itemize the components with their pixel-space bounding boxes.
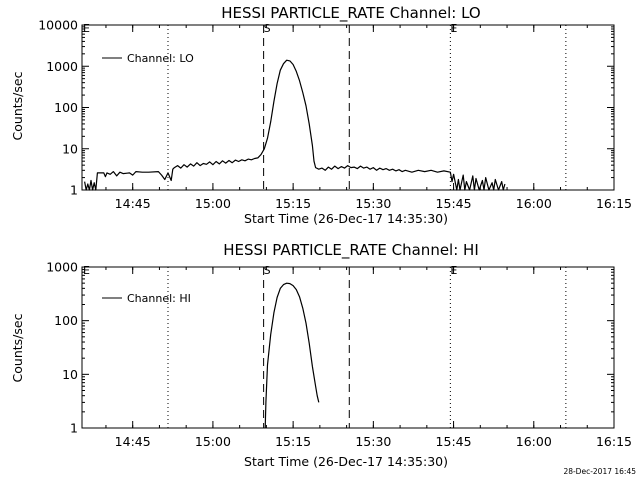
chart-title-lo: HESSI PARTICLE_RATE Channel: LO [221,4,480,23]
legend-label-hi: Channel: HI [127,292,191,305]
x-tick-label: 14:45 [115,434,151,449]
y-tick-label: 10000 [38,18,78,33]
x-tick-label: 14:45 [115,196,151,211]
y-tick-label: 1000 [46,59,78,74]
x-tick-label: 16:15 [596,196,632,211]
y-tick-label: 10 [62,141,78,156]
x-tick-label: 16:00 [516,196,552,211]
y-tick-label: 1 [70,421,78,436]
panel-hi: HESSI PARTICLE_RATE Channel: HI Counts/s… [10,241,632,469]
x-axis-label-lo: Start Time (26-Dec-17 14:35:30) [244,211,448,226]
plot-frame [81,266,615,429]
y-tick-label: 1 [70,183,78,198]
legend-lo: Channel: LO [102,52,194,65]
legend-hi: Channel: HI [102,292,191,305]
event-marker-label: E [83,264,90,277]
x-tick-label: 16:15 [596,434,632,449]
y-axis-label-lo: Counts/sec [10,71,25,140]
x-tick-label: 15:30 [355,434,391,449]
x-tick-label: 15:00 [195,196,231,211]
x-tick-label: 15:15 [275,434,311,449]
y-tick-label: 100 [54,313,78,328]
chart-title-hi: HESSI PARTICLE_RATE Channel: HI [223,241,479,260]
event-marker-label: S [264,22,271,35]
series-hi [264,282,320,429]
y-tick-label: 100 [54,100,78,115]
legend-label-lo: Channel: LO [127,52,194,65]
series-line-lo [84,59,506,191]
y-tick-label: 10 [62,367,78,382]
x-tick-label: 15:45 [436,196,472,211]
y-axis-label-hi: Counts/sec [10,313,25,382]
series-lo [84,59,506,191]
x-axis-label-hi: Start Time (26-Dec-17 14:35:30) [244,454,448,469]
x-tick-label: 15:30 [355,196,391,211]
x-tick-label: 16:00 [516,434,552,449]
event-marker-label: S [264,264,271,277]
event-marker-label: E [83,22,90,35]
y-tick-label: 1000 [46,260,78,275]
panel-lo: HESSI PARTICLE_RATE Channel: LO Counts/s… [10,4,632,226]
event-marker-label: E [450,264,457,277]
event-marker-label: E [450,22,457,35]
timestamp: 28-Dec-2017 16:45 [563,467,636,476]
series-line-hi [264,282,320,429]
x-tick-label: 15:45 [436,434,472,449]
x-tick-label: 15:15 [275,196,311,211]
x-tick-label: 15:00 [195,434,231,449]
